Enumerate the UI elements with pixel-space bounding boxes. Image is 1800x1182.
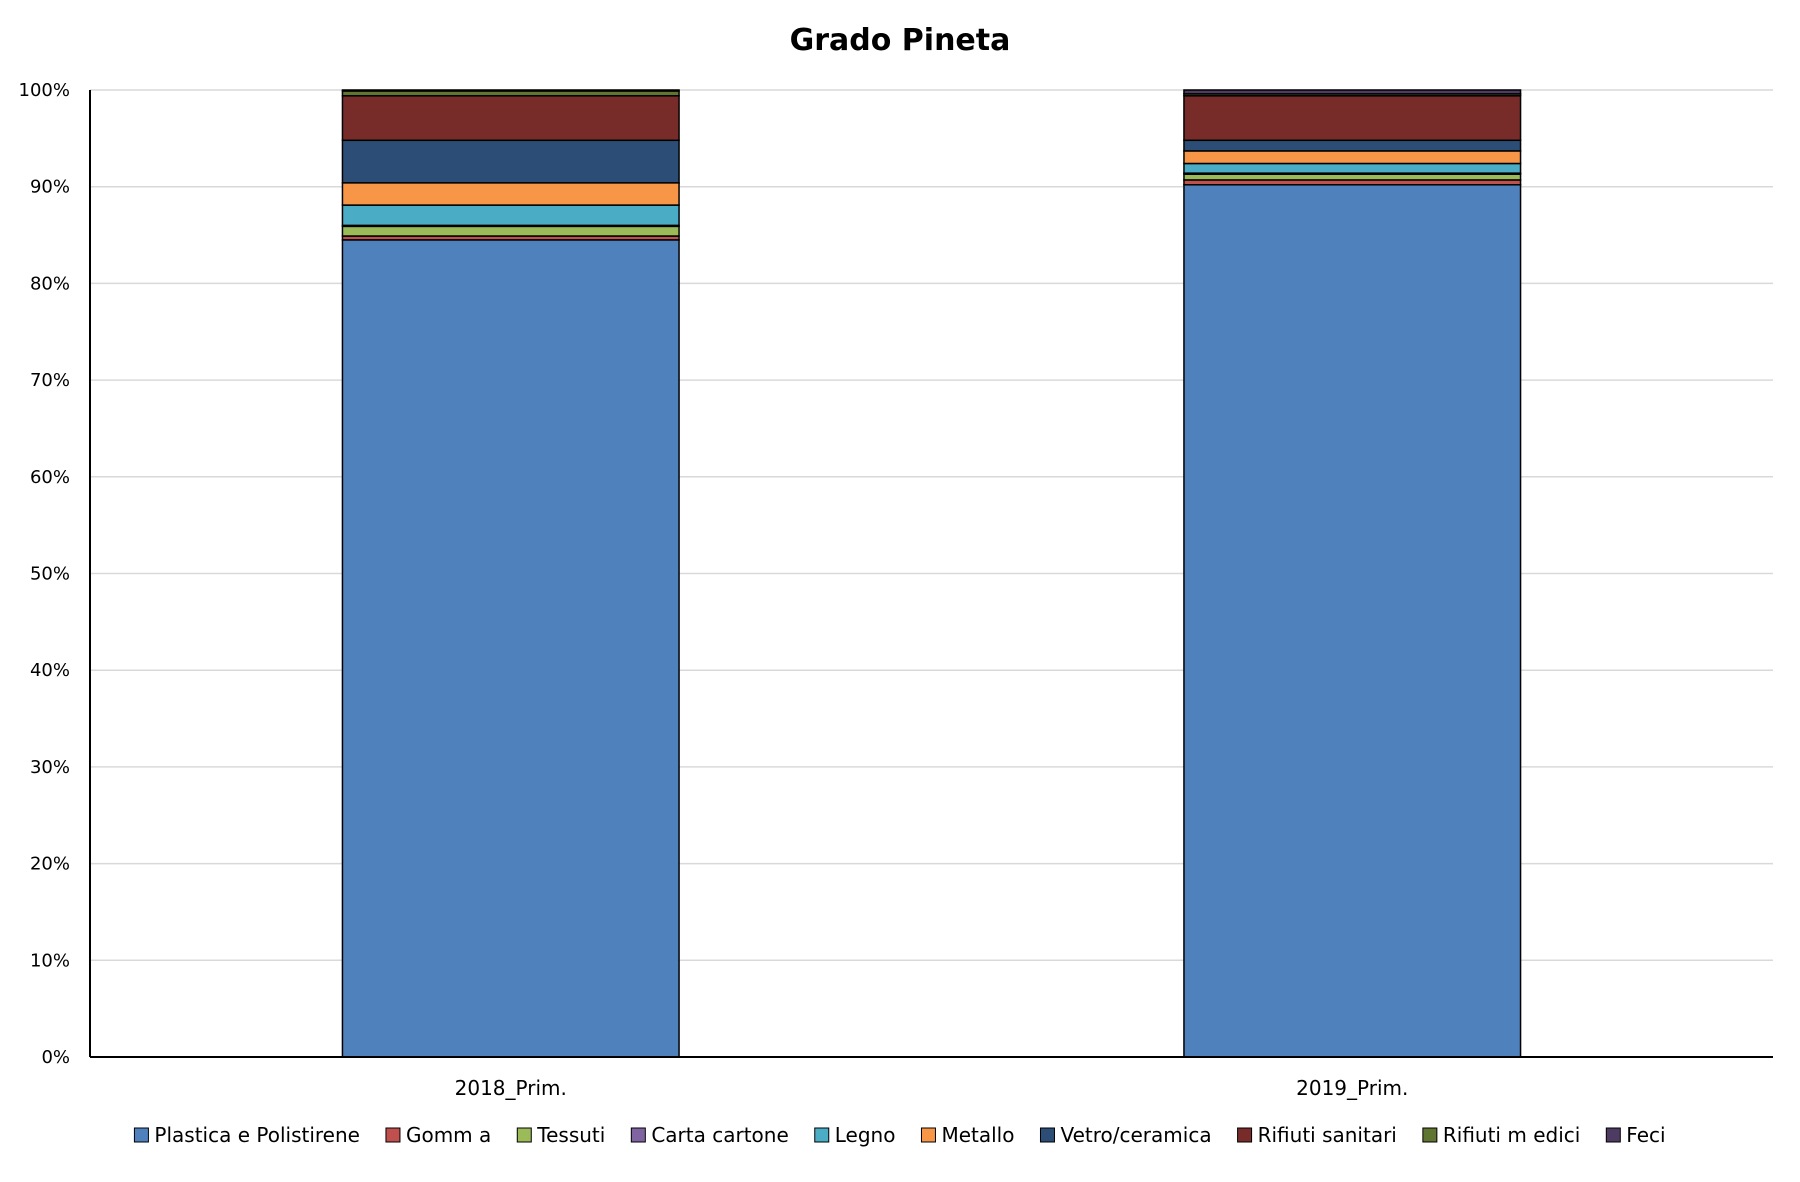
legend-swatch [1605, 1127, 1621, 1143]
bar-segment [1183, 184, 1522, 1058]
bar-segment [1183, 139, 1522, 152]
legend-swatch [1237, 1127, 1253, 1143]
chart-title: Grado Pineta [790, 23, 1011, 58]
y-tick-label: 0% [41, 1047, 70, 1068]
x-tick-label: 2019_Prim. [1296, 1076, 1408, 1100]
axes [89, 90, 1773, 1058]
x-axis-labels: 2018_Prim. 2019_Prim. [455, 1076, 1409, 1100]
legend-swatch [1039, 1127, 1055, 1143]
y-tick-label: 90% [30, 177, 70, 198]
legend-label: Rifiuti sanitari [1258, 1123, 1397, 1147]
legend-swatch [630, 1127, 646, 1143]
bar-segment [341, 139, 680, 184]
legend-item: Tessuti [516, 1123, 605, 1147]
bar-segment [1183, 89, 1522, 95]
bar-segment [341, 204, 680, 227]
legend-item: Plastica e Polistirene [133, 1123, 360, 1147]
legend-swatch [133, 1127, 149, 1143]
legend-label: Tessuti [536, 1123, 605, 1147]
y-tick-label: 60% [30, 467, 70, 488]
legend-item: Gomm a [385, 1123, 491, 1147]
bar-segment [1183, 162, 1522, 174]
y-tick-label: 100% [19, 80, 70, 101]
legend-item: Feci [1605, 1123, 1666, 1147]
bar-segment [1183, 173, 1522, 181]
bars [341, 89, 1522, 1058]
legend-item: Carta cartone [630, 1123, 789, 1147]
legend-swatch [1422, 1127, 1438, 1143]
y-tick-label: 40% [30, 660, 70, 681]
bar-segment [341, 239, 680, 1058]
y-tick-label: 20% [30, 854, 70, 875]
legend-label: Metallo [941, 1123, 1014, 1147]
legend-label: Plastica e Polistirene [154, 1123, 360, 1147]
bar-segment [341, 182, 680, 206]
bar-segment [1183, 95, 1522, 142]
bar-segment [1183, 150, 1522, 165]
legend-item: Legno [814, 1123, 896, 1147]
legend: Plastica e Polistirene Gomm a Tessuti Carta… [133, 1123, 1666, 1147]
legend-swatch [385, 1127, 401, 1143]
y-axis-ticks: 0% 10% 20% 30% 40% 50% 60% 70% 80% 90% 100% [19, 80, 70, 1068]
bar-segment [341, 225, 680, 237]
bar-segment [341, 89, 680, 92]
y-tick-label: 80% [30, 273, 70, 294]
legend-item: Vetro/ceramica [1039, 1123, 1212, 1147]
legend-item: Rifiuti sanitari [1237, 1123, 1397, 1147]
bar-segment [341, 95, 680, 142]
legend-label: Carta cartone [651, 1123, 788, 1147]
y-tick-label: 70% [30, 370, 70, 391]
y-tick-label: 50% [30, 564, 70, 585]
legend-swatch [814, 1127, 830, 1143]
legend-swatch [516, 1127, 532, 1143]
x-tick-label: 2018_Prim. [455, 1076, 567, 1100]
legend-item: Rifiuti m edici [1422, 1123, 1580, 1147]
y-tick-label: 30% [30, 757, 70, 778]
legend-label: Legno [835, 1123, 896, 1147]
legend-item: Metallo [920, 1123, 1014, 1147]
legend-label: Rifiuti m edici [1443, 1123, 1580, 1147]
legend-label: Feci [1626, 1123, 1665, 1147]
legend-swatch [920, 1127, 936, 1143]
legend-label: Gomm a [406, 1123, 491, 1147]
legend-label: Vetro/ceramica [1060, 1123, 1211, 1147]
y-tick-label: 10% [30, 950, 70, 971]
